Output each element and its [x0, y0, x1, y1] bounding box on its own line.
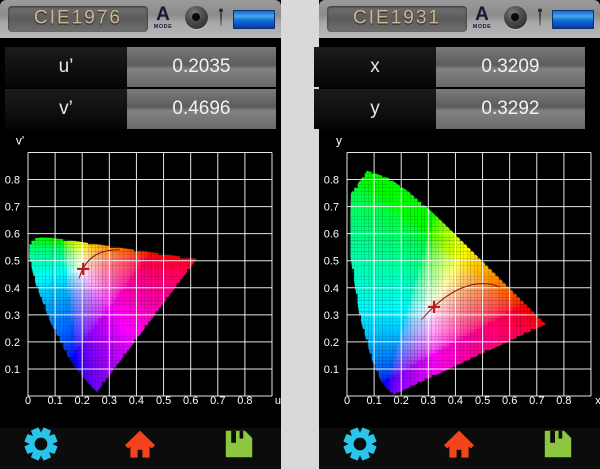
svg-text:0: 0	[25, 395, 31, 407]
svg-text:0.6: 0.6	[5, 229, 20, 241]
svg-text:y: y	[336, 134, 342, 148]
svg-text:u': u'	[275, 395, 281, 407]
svg-text:0.4: 0.4	[5, 283, 20, 295]
svg-text:0.3: 0.3	[324, 310, 339, 322]
svg-text:0.3: 0.3	[5, 310, 20, 322]
svg-text:0.4: 0.4	[324, 283, 339, 295]
svg-text:0.7: 0.7	[324, 202, 339, 214]
svg-text:0.8: 0.8	[5, 175, 20, 187]
svg-text:v': v'	[16, 134, 24, 148]
svg-text:0.7: 0.7	[529, 395, 544, 407]
svg-text:0.8: 0.8	[324, 175, 339, 187]
svg-text:0.3: 0.3	[421, 395, 436, 407]
svg-text:0: 0	[344, 395, 350, 407]
svg-text:x: x	[595, 395, 600, 407]
svg-text:0.8: 0.8	[237, 395, 252, 407]
svg-text:0.4: 0.4	[129, 395, 144, 407]
svg-text:0.1: 0.1	[5, 364, 20, 376]
svg-text:0.1: 0.1	[47, 395, 62, 407]
svg-text:0.3: 0.3	[102, 395, 117, 407]
svg-text:0.2: 0.2	[5, 337, 20, 349]
svg-text:0.6: 0.6	[502, 395, 517, 407]
svg-text:0.1: 0.1	[366, 395, 381, 407]
svg-text:0.6: 0.6	[183, 395, 198, 407]
svg-text:0.7: 0.7	[5, 202, 20, 214]
svg-text:0.6: 0.6	[324, 229, 339, 241]
svg-text:0.7: 0.7	[210, 395, 225, 407]
svg-text:0.2: 0.2	[324, 337, 339, 349]
svg-text:0.2: 0.2	[75, 395, 90, 407]
svg-text:0.5: 0.5	[324, 256, 339, 268]
svg-text:0.4: 0.4	[448, 395, 463, 407]
svg-text:0.5: 0.5	[475, 395, 490, 407]
svg-text:0.1: 0.1	[324, 364, 339, 376]
svg-text:0.5: 0.5	[5, 256, 20, 268]
svg-text:0.5: 0.5	[156, 395, 171, 407]
svg-text:0.2: 0.2	[394, 395, 409, 407]
svg-text:0.8: 0.8	[556, 395, 571, 407]
